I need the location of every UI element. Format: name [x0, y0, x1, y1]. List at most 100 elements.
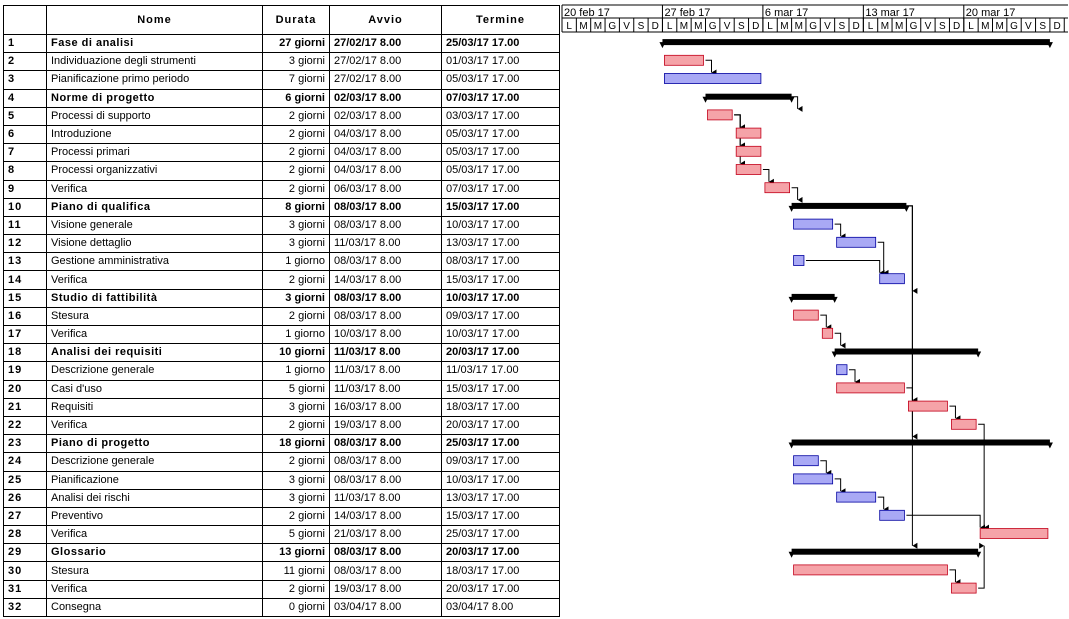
task-name[interactable]: Descrizione generale: [46, 452, 263, 472]
task-end[interactable]: 08/03/17 17.00: [441, 252, 560, 272]
task-name[interactable]: Analisi dei rischi: [46, 488, 263, 508]
task-row[interactable]: 6 Introduzione 2 giorni 04/03/17 8.00 05/03/…: [3, 124, 560, 145]
task-start[interactable]: 08/03/17 8.00: [329, 252, 442, 272]
task-name[interactable]: Stesura: [46, 306, 263, 327]
task-id[interactable]: 24: [3, 452, 47, 472]
task-start[interactable]: 08/03/17 8.00: [329, 288, 442, 308]
task-end[interactable]: 01/03/17 17.00: [441, 52, 560, 72]
task-row[interactable]: 11 Visione generale 3 giorni 08/03/17 8.00 1…: [3, 215, 560, 236]
task-name[interactable]: Pianificazione primo periodo: [46, 70, 263, 90]
task-start[interactable]: 03/04/17 8.00: [329, 597, 442, 618]
task-duration[interactable]: 2 giorni: [262, 106, 330, 126]
task-end[interactable]: 03/03/17 17.00: [441, 106, 560, 126]
task-name[interactable]: Analisi dei requisiti: [46, 343, 263, 363]
task-name[interactable]: Consegna: [46, 597, 263, 618]
task-name[interactable]: Casi d'uso: [46, 379, 263, 399]
task-id[interactable]: 26: [3, 488, 47, 508]
summary-task-row[interactable]: 23 Piano di progetto 18 giorni 08/03/17 8.0…: [3, 434, 560, 454]
task-row[interactable]: 32 Consegna 0 giorni 03/04/17 8.00 03/04/17 …: [3, 597, 560, 618]
task-end[interactable]: 13/03/17 17.00: [441, 234, 560, 254]
task-start[interactable]: 16/03/17 8.00: [329, 397, 442, 417]
task-start[interactable]: 27/02/17 8.00: [329, 70, 442, 90]
task-duration[interactable]: 5 giorni: [262, 379, 330, 399]
task-row[interactable]: 26 Analisi dei rischi 3 giorni 11/03/17 8.0…: [3, 488, 560, 508]
task-row[interactable]: 2 Individuazione degli strumenti 3 giorni 2…: [3, 52, 560, 72]
task-duration[interactable]: 10 giorni: [262, 343, 330, 363]
task-name[interactable]: Requisiti: [46, 397, 263, 417]
task-duration[interactable]: 2 giorni: [262, 306, 330, 327]
task-end[interactable]: 15/03/17 17.00: [441, 506, 560, 527]
task-row[interactable]: 16 Stesura 2 giorni 08/03/17 8.00 09/03/17 1…: [3, 306, 560, 327]
task-end[interactable]: 18/03/17 17.00: [441, 397, 560, 417]
task-end[interactable]: 07/03/17 17.00: [441, 179, 560, 199]
task-row[interactable]: 13 Gestione amministrativa 1 giorno 08/03/1…: [3, 252, 560, 272]
col-header-start[interactable]: Avvio: [329, 5, 442, 35]
task-duration[interactable]: 18 giorni: [262, 434, 330, 454]
task-name[interactable]: Glossario: [46, 543, 263, 563]
task-id[interactable]: 23: [3, 434, 47, 454]
task-end[interactable]: 10/03/17 17.00: [441, 288, 560, 308]
task-name[interactable]: Gestione amministrativa: [46, 252, 263, 272]
task-start[interactable]: 19/03/17 8.00: [329, 415, 442, 436]
task-end[interactable]: 18/03/17 17.00: [441, 561, 560, 581]
task-start[interactable]: 08/03/17 8.00: [329, 561, 442, 581]
task-end[interactable]: 20/03/17 17.00: [441, 415, 560, 436]
task-end[interactable]: 09/03/17 17.00: [441, 306, 560, 327]
task-duration[interactable]: 8 giorni: [262, 197, 330, 217]
summary-task-row[interactable]: 18 Analisi dei requisiti 10 giorni 11/03/17…: [3, 343, 560, 363]
task-start[interactable]: 11/03/17 8.00: [329, 488, 442, 508]
task-row[interactable]: 7 Processi primari 2 giorni 04/03/17 8.00 05…: [3, 143, 560, 163]
task-id[interactable]: 5: [3, 106, 47, 126]
task-id[interactable]: 2: [3, 52, 47, 72]
task-duration[interactable]: 1 giorno: [262, 252, 330, 272]
task-row[interactable]: 21 Requisiti 3 giorni 16/03/17 8.00 18/03/17…: [3, 397, 560, 417]
summary-task-row[interactable]: 15 Studio di fattibilità 3 giorni 08/03/17 …: [3, 288, 560, 308]
task-start[interactable]: 11/03/17 8.00: [329, 343, 442, 363]
task-name[interactable]: Studio di fattibilità: [46, 288, 263, 308]
task-start[interactable]: 02/03/17 8.00: [329, 106, 442, 126]
task-row[interactable]: 27 Preventivo 2 giorni 14/03/17 8.00 15/03/1…: [3, 506, 560, 527]
task-start[interactable]: 08/03/17 8.00: [329, 306, 442, 327]
task-start[interactable]: 04/03/17 8.00: [329, 124, 442, 145]
task-name[interactable]: Verifica: [46, 324, 263, 345]
summary-task-row[interactable]: 29 Glossario 13 giorni 08/03/17 8.00 20/03/1…: [3, 543, 560, 563]
task-end[interactable]: 05/03/17 17.00: [441, 70, 560, 90]
task-start[interactable]: 19/03/17 8.00: [329, 579, 442, 599]
task-id[interactable]: 17: [3, 324, 47, 345]
task-duration[interactable]: 7 giorni: [262, 70, 330, 90]
task-start[interactable]: 08/03/17 8.00: [329, 452, 442, 472]
task-name[interactable]: Piano di qualifica: [46, 197, 263, 217]
task-start[interactable]: 08/03/17 8.00: [329, 197, 442, 217]
task-duration[interactable]: 2 giorni: [262, 579, 330, 599]
task-duration[interactable]: 1 giorno: [262, 324, 330, 345]
task-end[interactable]: 13/03/17 17.00: [441, 488, 560, 508]
task-name[interactable]: Pianificazione: [46, 470, 263, 490]
task-duration[interactable]: 2 giorni: [262, 270, 330, 290]
task-row[interactable]: 3 Pianificazione primo periodo 7 giorni 27/…: [3, 70, 560, 90]
task-end[interactable]: 03/04/17 8.00: [441, 597, 560, 618]
task-id[interactable]: 18: [3, 343, 47, 363]
task-end[interactable]: 15/03/17 17.00: [441, 379, 560, 399]
summary-task-row[interactable]: 1 Fase di analisi 27 giorni 27/02/17 8.00 25…: [3, 33, 560, 54]
task-name[interactable]: Descrizione generale: [46, 361, 263, 381]
summary-task-row[interactable]: 4 Norme di progetto 6 giorni 02/03/17 8.00 0…: [3, 88, 560, 108]
task-end[interactable]: 07/03/17 17.00: [441, 88, 560, 108]
task-start[interactable]: 11/03/17 8.00: [329, 379, 442, 399]
task-row[interactable]: 24 Descrizione generale 2 giorni 08/03/17 8…: [3, 452, 560, 472]
task-end[interactable]: 10/03/17 17.00: [441, 470, 560, 490]
task-duration[interactable]: 27 giorni: [262, 33, 330, 54]
task-row[interactable]: 28 Verifica 5 giorni 21/03/17 8.00 25/03/17 …: [3, 525, 560, 545]
task-row[interactable]: 12 Visione dettaglio 3 giorni 11/03/17 8.00…: [3, 234, 560, 254]
task-id[interactable]: 14: [3, 270, 47, 290]
task-id[interactable]: 30: [3, 561, 47, 581]
task-duration[interactable]: 0 giorni: [262, 597, 330, 618]
task-end[interactable]: 25/03/17 17.00: [441, 434, 560, 454]
task-row[interactable]: 14 Verifica 2 giorni 14/03/17 8.00 15/03/17 …: [3, 270, 560, 290]
task-duration[interactable]: 2 giorni: [262, 415, 330, 436]
task-duration[interactable]: 1 giorno: [262, 361, 330, 381]
task-start[interactable]: 10/03/17 8.00: [329, 324, 442, 345]
task-id[interactable]: 20: [3, 379, 47, 399]
task-row[interactable]: 20 Casi d'uso 5 giorni 11/03/17 8.00 15/03/1…: [3, 379, 560, 399]
task-end[interactable]: 05/03/17 17.00: [441, 143, 560, 163]
task-name[interactable]: Processi di supporto: [46, 106, 263, 126]
